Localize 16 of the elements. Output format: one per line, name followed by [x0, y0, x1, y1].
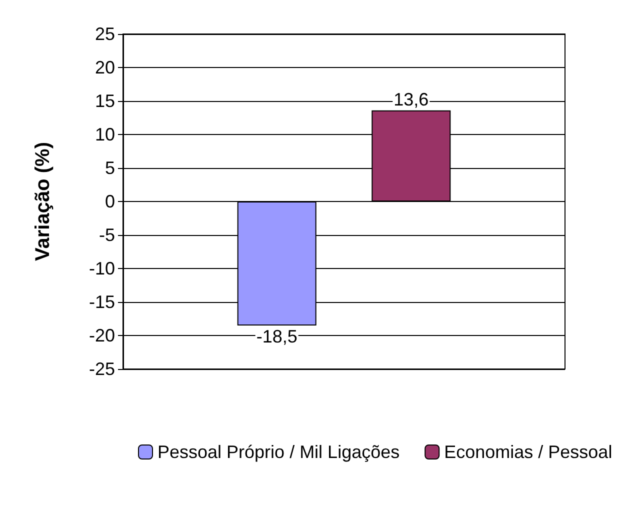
y-tick-label: 20 [94, 58, 115, 78]
y-tick-label: 5 [104, 158, 115, 178]
y-tick-label: 25 [94, 24, 115, 44]
y-tick-label: -5 [98, 225, 115, 245]
y-tick-label: 15 [94, 91, 115, 111]
y-tick-label: -10 [88, 258, 115, 278]
y-tick-label: -25 [88, 359, 115, 379]
y-axis-title: Variação (%) [32, 142, 54, 261]
legend-label: Pessoal Próprio / Mil Ligações [158, 442, 400, 462]
data-label: -18,5 [256, 326, 298, 346]
legend-label: Economias / Pessoal [444, 442, 612, 462]
y-tick-label: 0 [104, 192, 115, 212]
y-tick-label: -15 [88, 292, 115, 312]
y-tick-label: 10 [94, 124, 115, 144]
y-tick-label: -20 [88, 326, 115, 346]
data-label: 13,6 [394, 89, 429, 110]
